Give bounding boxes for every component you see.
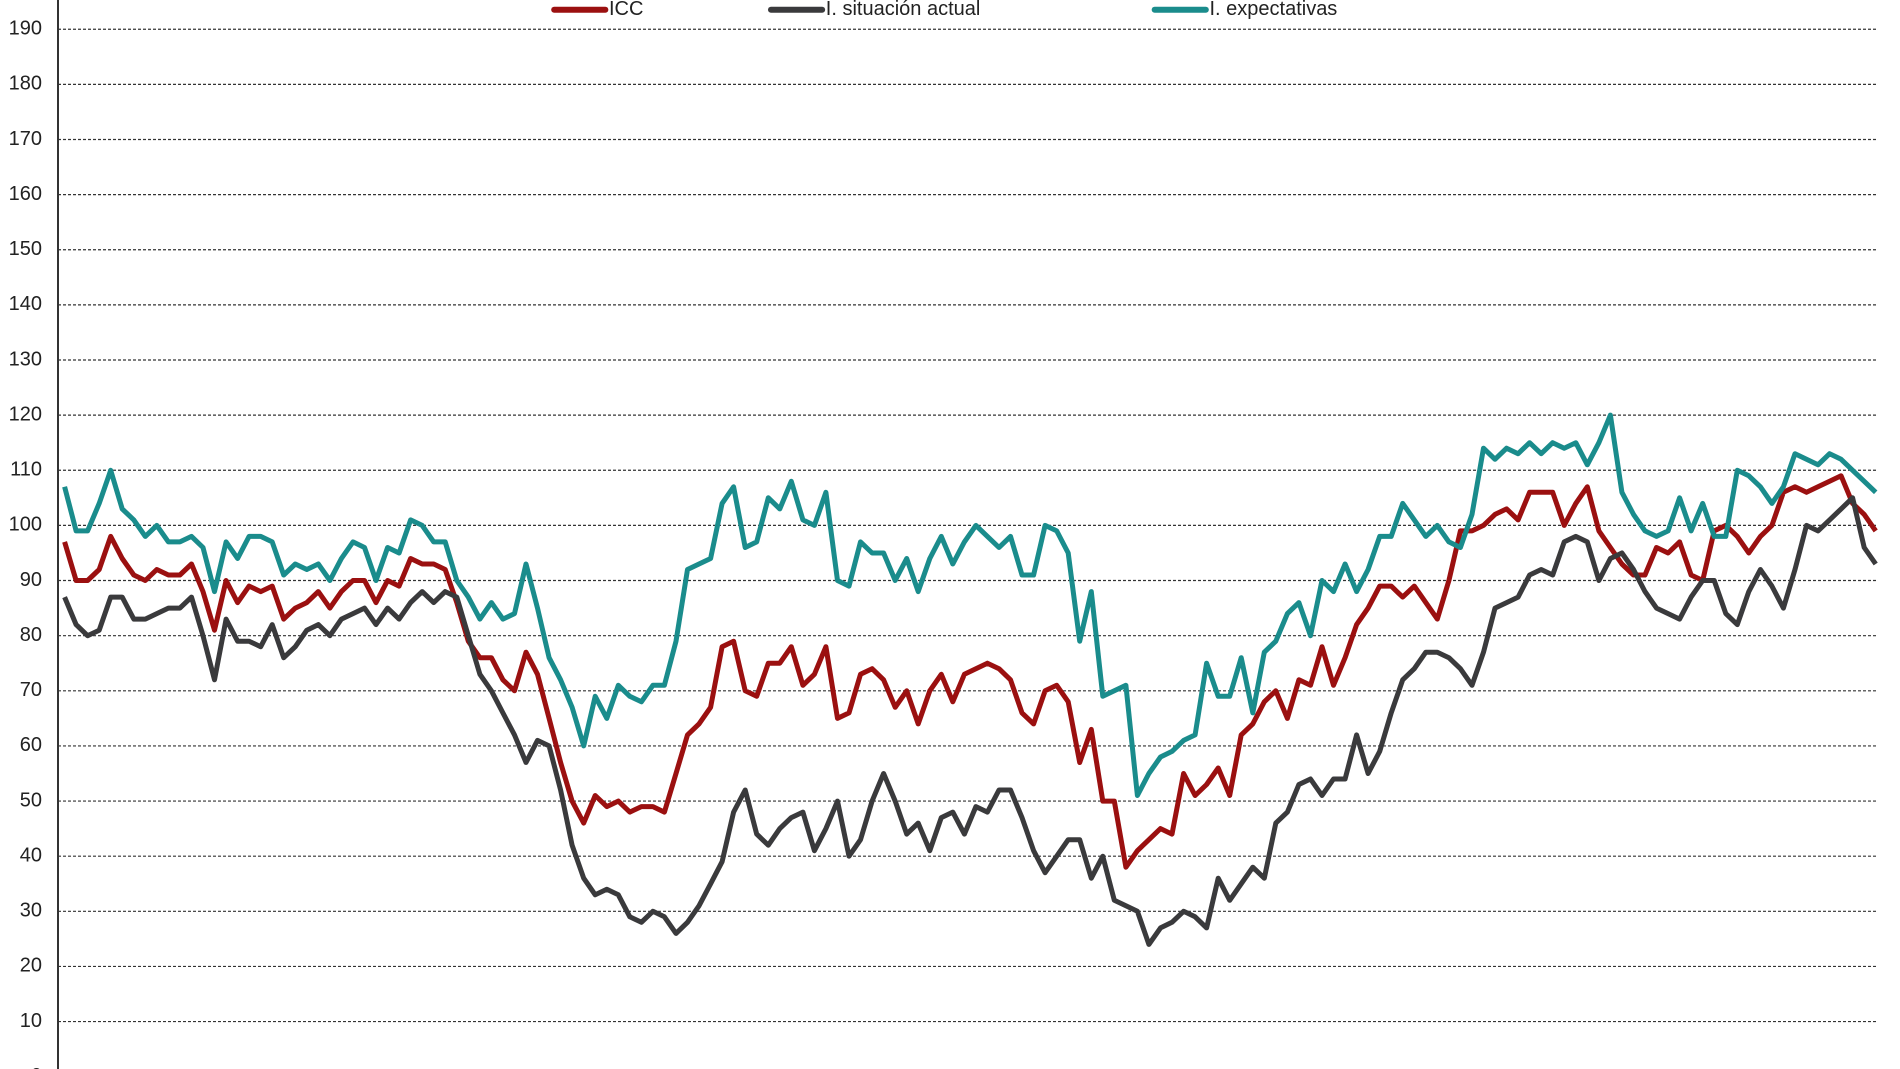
y-tick-label: 140 [9,293,42,315]
y-tick-label: 60 [20,734,42,756]
y-tick-label: 150 [9,238,42,260]
series-line [62,495,1878,947]
y-tick-label: 180 [9,73,42,95]
y-tick-label: 0 [31,1065,42,1069]
y-tick-label: 190 [9,18,42,40]
legend-label: I. situación actual [826,0,981,20]
series-line [62,473,1878,870]
y-tick-label: 100 [9,514,42,536]
y-tick-label: 30 [20,900,42,922]
y-tick-label: 110 [10,459,42,481]
y-tick-label: 170 [9,128,42,150]
y-tick-label: 10 [20,1010,42,1032]
y-tick-label: 80 [20,624,42,646]
y-tick-label: 70 [20,679,42,701]
y-tick-label: 160 [9,183,42,205]
y-tick-label: 50 [20,789,42,811]
legend-label: ICC [609,0,643,20]
y-tick-label: 40 [20,844,42,866]
legend-label: I. expectativas [1209,0,1337,20]
y-tick-label: 90 [20,569,42,591]
series-line [62,412,1878,798]
y-tick-label: 20 [20,955,42,977]
y-tick-label: 120 [9,403,42,425]
y-tick-label: 130 [9,348,42,370]
